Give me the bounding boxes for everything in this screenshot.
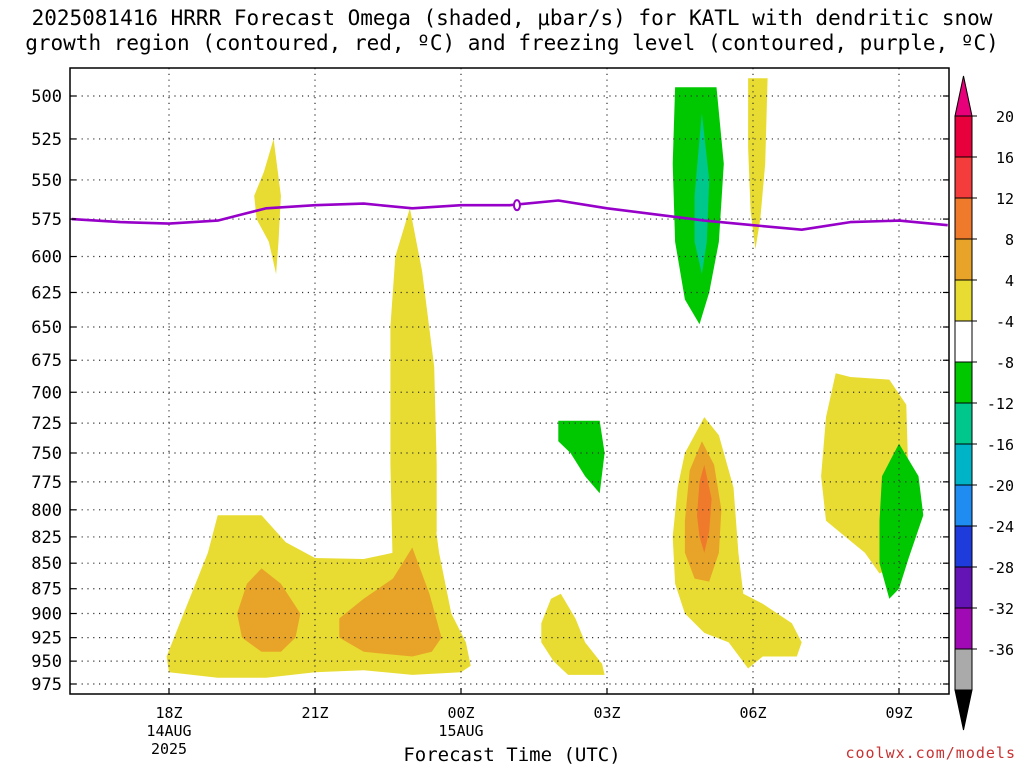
colorbar-top-triangle bbox=[954, 75, 973, 117]
freezing-level-path bbox=[71, 199, 948, 231]
y-tick-label-925: 925 bbox=[31, 629, 62, 649]
y-tick-label-900: 900 bbox=[31, 605, 62, 625]
axes bbox=[69, 67, 950, 695]
y-tick-label-725: 725 bbox=[31, 414, 62, 434]
colorbar-label-5: -4 bbox=[996, 313, 1014, 331]
x-axis-label: Forecast Time (UTC) bbox=[403, 744, 621, 766]
omega-region-14 bbox=[879, 443, 924, 599]
x-tick-label-00Z: 00Z bbox=[447, 704, 474, 722]
y-tick-label-675: 675 bbox=[31, 351, 62, 371]
y-tick-labels: 500 525 550 575 600 625 650 675 700 725 750 775 800 8… bbox=[31, 87, 62, 695]
omega-region-0 bbox=[254, 139, 281, 274]
omega-region-4 bbox=[339, 547, 442, 657]
omega-region-13 bbox=[558, 420, 605, 494]
chart-title: 2025081416 HRRR Forecast Omega (shaded, … bbox=[0, 6, 1024, 56]
colorbar-label-13: -36 bbox=[987, 641, 1014, 659]
y-tick-label-825: 825 bbox=[31, 528, 62, 548]
colorbar-swatch-8 bbox=[954, 443, 973, 486]
y-tick-label-950: 950 bbox=[31, 652, 62, 672]
colorbar-label-12: -32 bbox=[987, 600, 1014, 618]
colorbar-swatch-11 bbox=[954, 566, 973, 609]
x-tick-label-21Z: 21Z bbox=[301, 704, 328, 722]
y-tick-label-650: 650 bbox=[31, 318, 62, 338]
plot-frame bbox=[69, 67, 950, 695]
colorbar-swatch-12 bbox=[954, 607, 973, 650]
x-tick-sublabel-18Z: 14AUG bbox=[146, 722, 191, 740]
title-line-2: growth region (contoured, red, ºC) and f… bbox=[25, 31, 999, 55]
x-tick-label-09Z: 09Z bbox=[885, 704, 912, 722]
omega-region-3 bbox=[237, 568, 301, 652]
colorbar-swatch-1 bbox=[954, 156, 973, 199]
y-tick-label-600: 600 bbox=[31, 248, 62, 268]
colorbar-bottom-triangle bbox=[954, 689, 973, 731]
colorbar-swatch-9 bbox=[954, 484, 973, 527]
freezing-level-marker bbox=[512, 199, 521, 212]
x-tick-label-06Z: 06Z bbox=[739, 704, 766, 722]
colorbar-swatch-4 bbox=[954, 279, 973, 322]
omega-region-1 bbox=[390, 208, 437, 574]
colorbar-label-1: 16 bbox=[996, 149, 1014, 167]
y-tick-label-850: 850 bbox=[31, 554, 62, 574]
y-tick-label-750: 750 bbox=[31, 444, 62, 464]
y-tick-label-500: 500 bbox=[31, 87, 62, 107]
colorbar-swatch-6 bbox=[954, 361, 973, 404]
omega-region-5 bbox=[541, 593, 605, 675]
colorbar-swatch-5 bbox=[954, 320, 973, 363]
colorbar-swatch-3 bbox=[954, 238, 973, 281]
colorbar-label-3: 8 bbox=[1005, 231, 1014, 249]
y-tick-label-575: 575 bbox=[31, 210, 62, 230]
y-tick-label-525: 525 bbox=[31, 130, 62, 150]
x-tick-sublabel-00Z: 15AUG bbox=[438, 722, 483, 740]
colorbar-label-11: -28 bbox=[987, 559, 1014, 577]
colorbar-swatch-10 bbox=[954, 525, 973, 568]
y-tick-label-775: 775 bbox=[31, 473, 62, 493]
colorbar-label-7: -12 bbox=[987, 395, 1014, 413]
y-tick-label-625: 625 bbox=[31, 283, 62, 303]
x-tick-label-03Z: 03Z bbox=[593, 704, 620, 722]
colorbar-label-4: 4 bbox=[1005, 272, 1014, 290]
freezing-level-line bbox=[71, 199, 948, 231]
y-tick-label-800: 800 bbox=[31, 501, 62, 521]
y-tick-label-875: 875 bbox=[31, 580, 62, 600]
x-tick-label-18Z: 18Z bbox=[155, 704, 182, 722]
omega-shading bbox=[166, 78, 924, 678]
omega-region-8 bbox=[697, 464, 712, 553]
colorbar-label-10: -24 bbox=[987, 518, 1014, 536]
colorbar-label-8: -16 bbox=[987, 436, 1014, 454]
colorbar-label-9: -20 bbox=[987, 477, 1014, 495]
site-credit: coolwx.com/models bbox=[845, 744, 1016, 762]
colorbar-swatch-13 bbox=[954, 648, 973, 691]
colorbar-swatch-2 bbox=[954, 197, 973, 240]
y-tick-label-700: 700 bbox=[31, 383, 62, 403]
x-tick-year-18Z: 2025 bbox=[151, 740, 187, 758]
colorbar: 20 16 12 8 4 -4 -8 -12 -16 -20 -24 -28 -32 -36 bbox=[954, 75, 1014, 731]
colorbar-label-2: 12 bbox=[996, 190, 1014, 208]
colorbar-label-6: -8 bbox=[996, 354, 1014, 372]
colorbar-label-0: 20 bbox=[996, 108, 1014, 126]
y-tick-label-550: 550 bbox=[31, 171, 62, 191]
colorbar-swatch-7 bbox=[954, 402, 973, 445]
y-tick-label-975: 975 bbox=[31, 675, 62, 695]
colorbar-swatch-0 bbox=[954, 115, 973, 158]
title-line-1: 2025081416 HRRR Forecast Omega (shaded, … bbox=[31, 6, 993, 30]
omega-region-12 bbox=[694, 113, 710, 275]
